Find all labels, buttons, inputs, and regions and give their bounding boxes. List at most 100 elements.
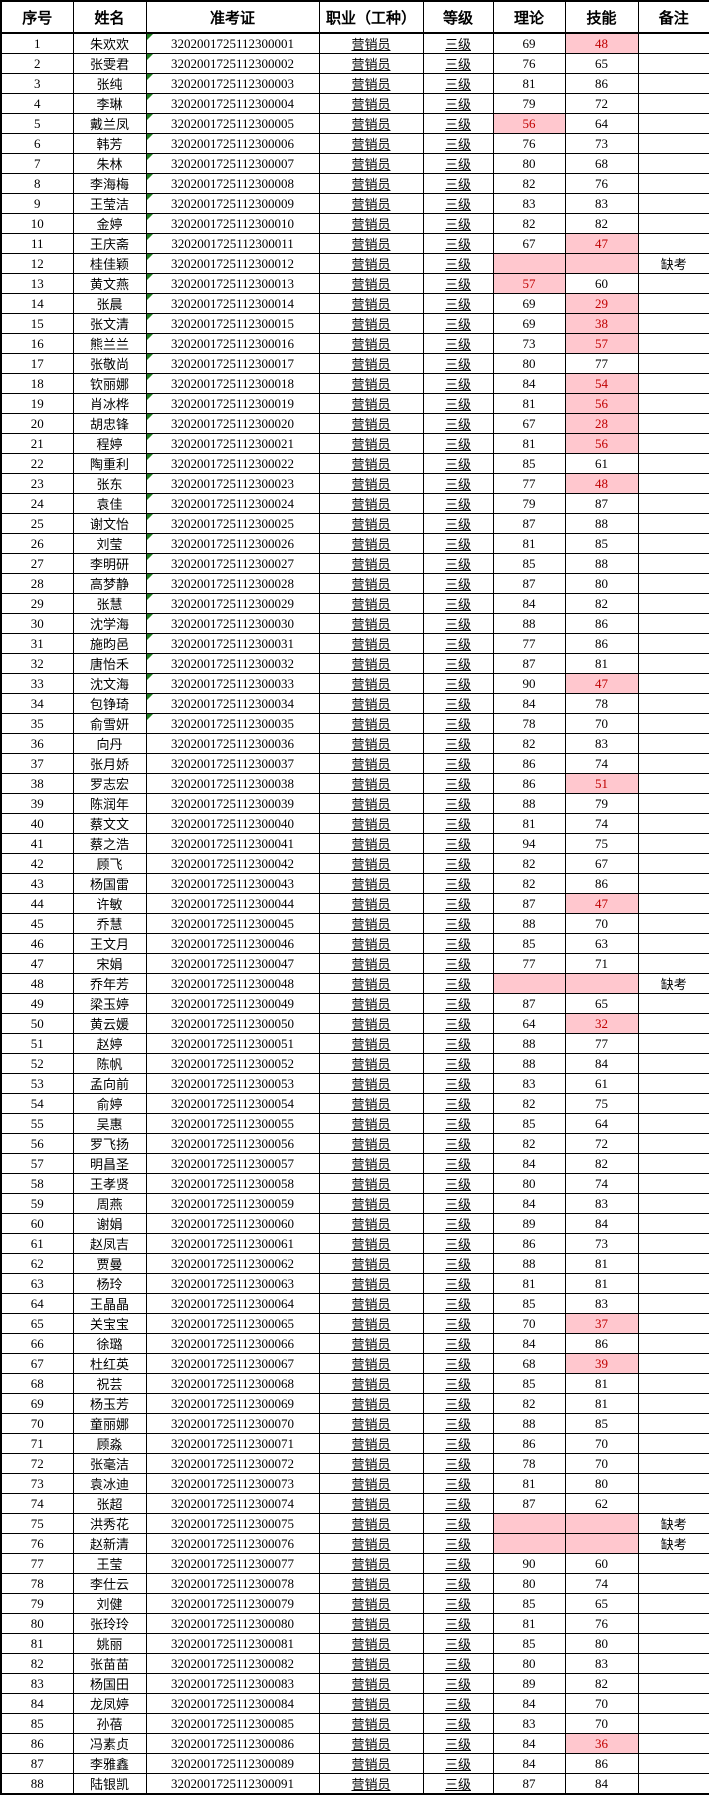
cell-note[interactable] xyxy=(637,693,709,714)
cell-note[interactable] xyxy=(637,1653,709,1674)
cell-occupation[interactable]: 营销员 xyxy=(318,1213,424,1234)
cell-skill-score[interactable]: 47 xyxy=(564,893,639,914)
cell-serial-number[interactable]: 42 xyxy=(0,853,74,874)
cell-skill-score[interactable]: 87 xyxy=(564,493,639,514)
cell-candidate-name[interactable]: 冯素贞 xyxy=(72,1733,147,1754)
cell-occupation[interactable]: 营销员 xyxy=(318,213,424,234)
cell-candidate-name[interactable]: 谢文怡 xyxy=(72,513,147,534)
cell-skill-score[interactable]: 78 xyxy=(564,693,639,714)
cell-note[interactable] xyxy=(637,193,709,214)
cell-candidate-name[interactable]: 童丽娜 xyxy=(72,1413,147,1434)
cell-admission-ticket[interactable]: 3202001725112300018 xyxy=(145,373,320,394)
cell-admission-ticket[interactable]: 3202001725112300037 xyxy=(145,753,320,774)
cell-admission-ticket[interactable]: 3202001725112300010 xyxy=(145,213,320,234)
cell-serial-number[interactable]: 37 xyxy=(0,753,74,774)
cell-occupation[interactable]: 营销员 xyxy=(318,413,424,434)
cell-note[interactable] xyxy=(637,1693,709,1714)
cell-admission-ticket[interactable]: 3202001725112300086 xyxy=(145,1733,320,1754)
cell-serial-number[interactable]: 55 xyxy=(0,1113,74,1134)
cell-theory-score[interactable] xyxy=(492,1513,566,1534)
cell-admission-ticket[interactable]: 3202001725112300003 xyxy=(145,73,320,94)
cell-level[interactable]: 三级 xyxy=(422,1773,494,1795)
cell-level[interactable]: 三级 xyxy=(422,1433,494,1454)
cell-serial-number[interactable]: 30 xyxy=(0,613,74,634)
cell-level[interactable]: 三级 xyxy=(422,1153,494,1174)
cell-skill-score[interactable]: 74 xyxy=(564,813,639,834)
cell-candidate-name[interactable]: 钦丽娜 xyxy=(72,373,147,394)
cell-theory-score[interactable]: 87 xyxy=(492,1493,566,1514)
cell-occupation[interactable]: 营销员 xyxy=(318,1053,424,1074)
cell-serial-number[interactable]: 38 xyxy=(0,773,74,794)
cell-level[interactable]: 三级 xyxy=(422,1413,494,1434)
cell-occupation[interactable]: 营销员 xyxy=(318,1273,424,1294)
cell-theory-score[interactable]: 76 xyxy=(492,133,566,154)
cell-serial-number[interactable]: 69 xyxy=(0,1393,74,1414)
cell-skill-score[interactable]: 86 xyxy=(564,613,639,634)
cell-occupation[interactable]: 营销员 xyxy=(318,1253,424,1274)
cell-level[interactable]: 三级 xyxy=(422,933,494,954)
cell-theory-score[interactable]: 87 xyxy=(492,573,566,594)
cell-serial-number[interactable]: 29 xyxy=(0,593,74,614)
cell-admission-ticket[interactable]: 3202001725112300072 xyxy=(145,1453,320,1474)
cell-note[interactable] xyxy=(637,1233,709,1254)
cell-theory-score[interactable]: 80 xyxy=(492,1653,566,1674)
cell-level[interactable]: 三级 xyxy=(422,193,494,214)
cell-serial-number[interactable]: 2 xyxy=(0,53,74,74)
cell-admission-ticket[interactable]: 3202001725112300053 xyxy=(145,1073,320,1094)
cell-theory-score[interactable]: 76 xyxy=(492,53,566,74)
cell-level[interactable]: 三级 xyxy=(422,1353,494,1374)
cell-skill-score[interactable]: 51 xyxy=(564,773,639,794)
cell-note[interactable] xyxy=(637,593,709,614)
cell-occupation[interactable]: 营销员 xyxy=(318,133,424,154)
cell-level[interactable]: 三级 xyxy=(422,413,494,434)
cell-skill-score[interactable]: 74 xyxy=(564,1173,639,1194)
cell-occupation[interactable]: 营销员 xyxy=(318,893,424,914)
cell-candidate-name[interactable]: 梁玉婷 xyxy=(72,993,147,1014)
cell-candidate-name[interactable]: 韩芳 xyxy=(72,133,147,154)
cell-level[interactable]: 三级 xyxy=(422,233,494,254)
cell-occupation[interactable]: 营销员 xyxy=(318,573,424,594)
cell-note[interactable] xyxy=(637,293,709,314)
cell-note[interactable] xyxy=(637,213,709,234)
cell-level[interactable]: 三级 xyxy=(422,1473,494,1494)
cell-note[interactable] xyxy=(637,1373,709,1394)
cell-note[interactable] xyxy=(637,653,709,674)
cell-theory-score[interactable] xyxy=(492,253,566,274)
cell-level[interactable]: 三级 xyxy=(422,1213,494,1234)
cell-occupation[interactable]: 营销员 xyxy=(318,1453,424,1474)
cell-skill-score[interactable]: 39 xyxy=(564,1353,639,1374)
cell-note[interactable] xyxy=(637,1253,709,1274)
cell-occupation[interactable]: 营销员 xyxy=(318,233,424,254)
cell-serial-number[interactable]: 3 xyxy=(0,73,74,94)
cell-occupation[interactable]: 营销员 xyxy=(318,153,424,174)
cell-level[interactable]: 三级 xyxy=(422,1253,494,1274)
cell-admission-ticket[interactable]: 3202001725112300068 xyxy=(145,1373,320,1394)
cell-skill-score[interactable]: 64 xyxy=(564,113,639,134)
cell-candidate-name[interactable]: 顾飞 xyxy=(72,853,147,874)
cell-serial-number[interactable]: 5 xyxy=(0,113,74,134)
cell-serial-number[interactable]: 11 xyxy=(0,233,74,254)
cell-theory-score[interactable]: 84 xyxy=(492,373,566,394)
cell-serial-number[interactable]: 63 xyxy=(0,1273,74,1294)
cell-occupation[interactable]: 营销员 xyxy=(318,1233,424,1254)
cell-level[interactable]: 三级 xyxy=(422,1053,494,1074)
cell-skill-score[interactable]: 38 xyxy=(564,313,639,334)
cell-serial-number[interactable]: 15 xyxy=(0,313,74,334)
cell-serial-number[interactable]: 51 xyxy=(0,1033,74,1054)
cell-candidate-name[interactable]: 王文月 xyxy=(72,933,147,954)
cell-skill-score[interactable]: 56 xyxy=(564,393,639,414)
cell-candidate-name[interactable]: 张苗苗 xyxy=(72,1653,147,1674)
cell-theory-score[interactable]: 85 xyxy=(492,1293,566,1314)
cell-note[interactable] xyxy=(637,1273,709,1294)
cell-level[interactable]: 三级 xyxy=(422,1733,494,1754)
cell-admission-ticket[interactable]: 3202001725112300015 xyxy=(145,313,320,334)
cell-serial-number[interactable]: 44 xyxy=(0,893,74,914)
cell-admission-ticket[interactable]: 3202001725112300045 xyxy=(145,913,320,934)
cell-candidate-name[interactable]: 戴兰凤 xyxy=(72,113,147,134)
cell-level[interactable]: 三级 xyxy=(422,693,494,714)
cell-serial-number[interactable]: 18 xyxy=(0,373,74,394)
cell-candidate-name[interactable]: 王孝贤 xyxy=(72,1173,147,1194)
cell-serial-number[interactable]: 76 xyxy=(0,1533,74,1554)
cell-serial-number[interactable]: 73 xyxy=(0,1473,74,1494)
cell-level[interactable]: 三级 xyxy=(422,273,494,294)
